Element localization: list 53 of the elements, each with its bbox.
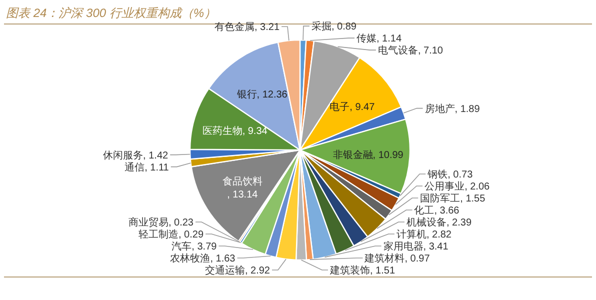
- data-label: , 13.14: [227, 190, 258, 201]
- data-label: , 12.36: [256, 89, 288, 100]
- slice-label: 汽车: [172, 240, 192, 252]
- slice-label: 国防军工: [420, 192, 460, 204]
- data-label: , 10.99: [372, 150, 404, 162]
- slice-label: 医药生物: [202, 124, 242, 137]
- slice-label: 传媒: [356, 34, 376, 45]
- data-label: , 9.34: [242, 126, 268, 137]
- data-label: , 1.63: [210, 254, 236, 264]
- data-label: , 0.73: [448, 170, 474, 180]
- slice-label: 通信: [124, 161, 145, 174]
- data-label: , 1.42: [143, 150, 169, 162]
- data-label: , 0.23: [168, 218, 194, 228]
- data-label: , 9.47: [350, 102, 376, 114]
- data-label: , 0.29: [178, 230, 204, 240]
- data-label: , 0.89: [331, 22, 357, 33]
- slice-label: 农林牧渔: [170, 252, 210, 264]
- slice-label: 采掘: [311, 20, 332, 33]
- data-label: , 1.11: [144, 162, 170, 174]
- slice-label: 家用电器: [383, 240, 424, 252]
- data-label: , 1.51: [370, 266, 396, 276]
- slice-label: 轻工制造: [138, 228, 178, 240]
- data-label: , 2.82: [426, 230, 452, 240]
- chart-title: 图表 24：沪深 300 行业权重构成（%）: [6, 6, 216, 20]
- slice-label: 休闲服务: [103, 149, 144, 162]
- slice-label: 化工: [414, 204, 434, 216]
- data-label: , 2.39: [446, 218, 472, 228]
- data-label: , 3.79: [192, 242, 218, 252]
- slice-label: 计算机: [396, 228, 426, 240]
- slice-label: 房地产: [424, 102, 455, 115]
- data-label: , 3.21: [254, 22, 280, 34]
- slice-label: 交通运输: [204, 264, 245, 276]
- slice-label: 公用事业: [424, 180, 465, 192]
- data-label: , 3.41: [423, 242, 449, 252]
- slice-label: 建筑装饰: [329, 264, 370, 276]
- slice-label: 钢铁: [426, 168, 448, 180]
- slice-label: 非银金融: [332, 149, 373, 162]
- slice-label: 食品饮料: [222, 176, 262, 188]
- slice-label: 有色金属: [214, 21, 254, 34]
- data-label: , 3.66: [434, 206, 460, 216]
- data-label: , 0.97: [404, 254, 430, 264]
- slice-label: 电子: [330, 101, 350, 114]
- slice-label: 机械设备: [406, 216, 446, 228]
- data-label: , 1.14: [376, 34, 402, 45]
- slice-label: 建筑材料: [364, 252, 405, 264]
- slice-label: 银行: [236, 89, 257, 100]
- data-label: , 1.89: [454, 104, 480, 115]
- data-label: , 2.06: [464, 182, 490, 192]
- slice-label: 电气设备: [378, 44, 418, 57]
- data-label: , 7.10: [418, 46, 444, 57]
- data-label: , 2.92: [244, 266, 270, 276]
- data-label: , 1.55: [460, 194, 486, 204]
- slice-label: 商业贸易: [128, 216, 168, 228]
